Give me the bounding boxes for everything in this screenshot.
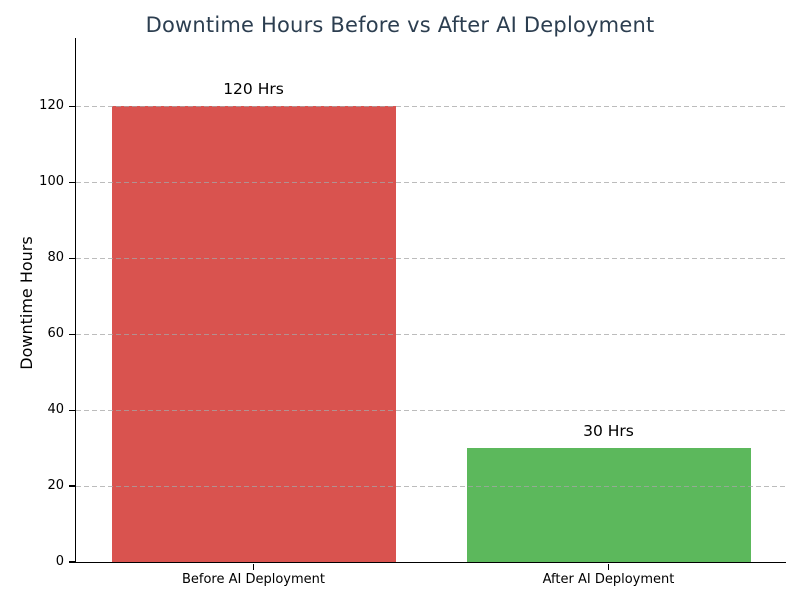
y-tick-mark <box>68 409 75 411</box>
y-tick-mark <box>68 485 75 487</box>
y-tick-mark <box>68 333 75 335</box>
y-tick-mark <box>68 181 75 183</box>
gridline-y-80 <box>76 257 786 259</box>
y-tick-label: 20 <box>47 478 64 494</box>
gridline-y-120 <box>76 105 786 107</box>
bar-value-label: 30 Hrs <box>583 422 634 441</box>
gridline-y-20 <box>76 485 786 487</box>
y-tick-label: 60 <box>47 326 64 342</box>
gridline-y-40 <box>76 409 786 411</box>
y-tick-label: 40 <box>47 402 64 418</box>
y-tick-mark <box>68 105 75 107</box>
y-tick-mark <box>68 257 75 259</box>
y-tick-label: 0 <box>55 554 64 569</box>
x-tick-mark <box>252 563 255 570</box>
bar-value-label: 120 Hrs <box>223 80 284 99</box>
chart-title: Downtime Hours Before vs After AI Deploy… <box>145 13 655 37</box>
y-tick-label: 100 <box>39 174 64 190</box>
x-tick-label: After AI Deployment <box>542 572 675 587</box>
x-tick-mark <box>607 563 610 570</box>
gridline-y-100 <box>76 181 786 183</box>
plot-area: 0 20 40 60 80 100 120 120 Hrs Before AI Deployme… <box>39 38 786 587</box>
bar-after <box>466 448 751 562</box>
y-tick-mark <box>68 561 75 563</box>
x-tick-label: Before AI Deployment <box>181 572 325 587</box>
gridline-y-60 <box>76 333 786 335</box>
y-tick-label: 80 <box>47 250 64 266</box>
y-axis-label: Downtime Hours <box>17 236 36 370</box>
y-tick-label: 120 <box>39 98 64 114</box>
